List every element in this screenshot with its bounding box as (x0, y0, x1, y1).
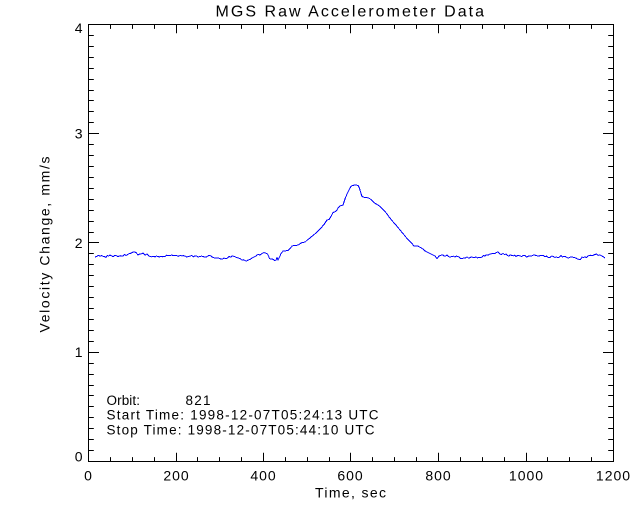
svg-text:Velocity Change, mm/s: Velocity Change, mm/s (37, 157, 53, 333)
svg-text:Stop Time: 1998-12-07T05:44:10: Stop Time: 1998-12-07T05:44:10 UTC (107, 423, 375, 438)
svg-text:Time, sec: Time, sec (315, 485, 386, 501)
svg-text:3: 3 (75, 126, 83, 142)
svg-text:600: 600 (337, 468, 363, 484)
svg-text:200: 200 (163, 468, 189, 484)
svg-text:Orbit:: Orbit: (107, 393, 141, 408)
svg-text:0: 0 (75, 448, 83, 464)
svg-text:1200: 1200 (596, 468, 631, 484)
svg-text:821: 821 (186, 393, 211, 408)
svg-text:800: 800 (425, 468, 451, 484)
svg-text:1: 1 (75, 344, 83, 360)
svg-text:2: 2 (75, 235, 83, 251)
svg-text:MGS Raw Accelerometer Data: MGS Raw Accelerometer Data (216, 4, 485, 21)
svg-text:1000: 1000 (509, 468, 544, 484)
svg-text:400: 400 (250, 468, 276, 484)
svg-text:Start Time: 1998-12-07T05:24:1: Start Time: 1998-12-07T05:24:13 UTC (107, 408, 379, 423)
svg-text:0: 0 (84, 468, 93, 484)
svg-text:4: 4 (75, 20, 83, 36)
